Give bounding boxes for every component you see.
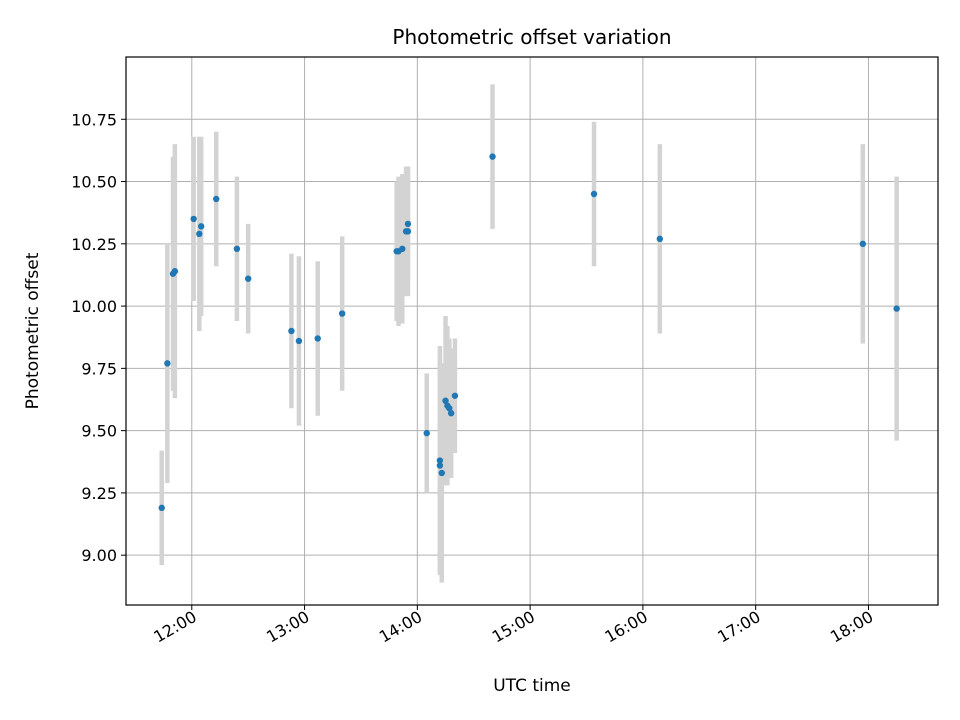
data-point [288,327,295,335]
data-point [404,220,412,228]
chart-title: Photometric offset variation [392,25,671,49]
y-tick-label: 10.50 [71,173,117,192]
data-point [190,215,197,223]
grid-lines [126,57,938,605]
data-point [423,429,430,437]
data-point [656,235,664,243]
data-point [404,228,412,235]
data-point [489,153,496,160]
x-tick-label: 13:00 [263,607,312,647]
x-axis-title: UTC time [493,676,571,696]
data-point [436,457,444,464]
data-points [158,153,900,512]
y-tick-label: 10.75 [71,110,117,129]
x-tick-label: 12:00 [150,607,199,647]
data-point [438,469,445,477]
y-tick-label: 9.00 [81,546,117,565]
x-tick-label: 14:00 [376,607,425,647]
x-tick-label: 15:00 [489,607,538,647]
y-tick-label: 9.50 [81,422,117,441]
error-bars [159,84,899,583]
x-tick-label: 16:00 [601,607,650,647]
data-point [442,397,449,404]
data-point [197,223,205,230]
data-point [314,335,321,342]
data-point [447,410,455,417]
data-point [196,230,203,238]
data-point [451,392,459,399]
plot-frame [125,56,939,606]
data-point [213,195,220,203]
data-point [436,462,444,469]
y-tick-label: 9.25 [81,484,117,503]
data-point [244,275,252,282]
data-point [158,504,165,512]
data-point [859,240,867,248]
data-point [295,337,303,345]
y-tick-label: 10.25 [71,235,117,254]
x-tick-label: 18:00 [827,607,876,647]
data-point [164,360,171,367]
y-tick-label: 10.00 [71,297,117,316]
data-point [893,305,900,312]
x-tick-label: 17:00 [714,607,763,647]
data-point [399,245,406,252]
y-axis-title: Photometric offset [23,252,43,409]
y-tick-label: 9.75 [81,359,117,378]
data-point [446,405,453,412]
data-point [171,268,179,275]
data-point [590,190,598,198]
data-point [338,310,346,317]
data-point [233,245,241,252]
